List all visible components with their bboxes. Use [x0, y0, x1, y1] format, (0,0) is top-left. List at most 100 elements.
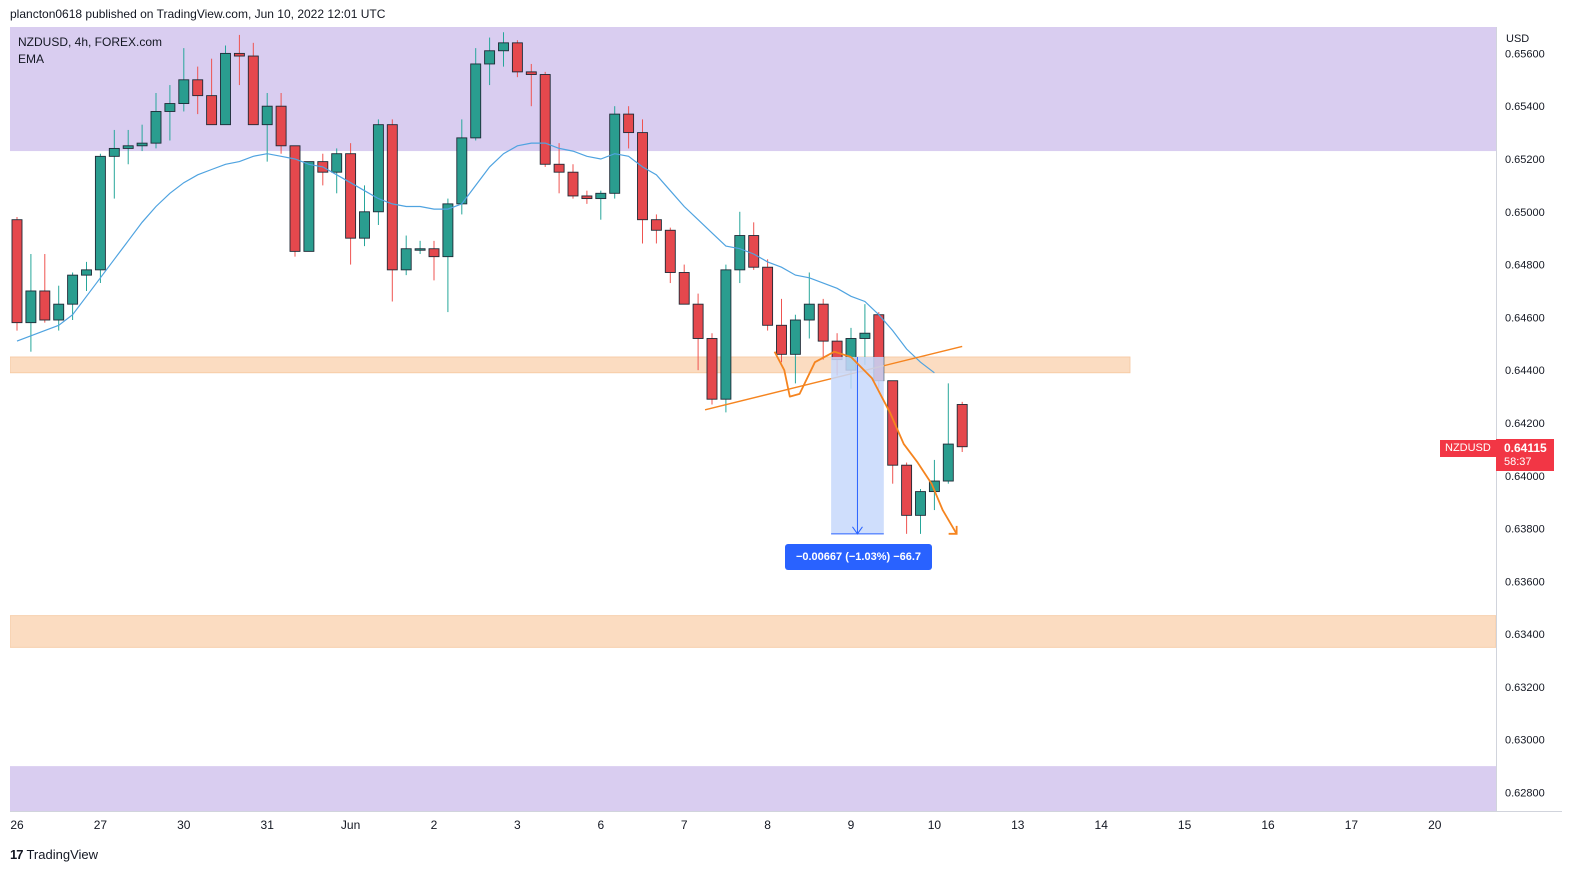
candle	[664, 227, 676, 284]
ema-line	[16, 142, 935, 374]
candle	[67, 272, 79, 321]
candle-body	[762, 266, 774, 326]
candle	[303, 161, 315, 252]
candle	[581, 190, 593, 204]
candle-body	[220, 52, 231, 126]
candle-body	[247, 55, 259, 126]
price-tick-label: 0.63000	[1505, 735, 1545, 747]
currency-label: USD	[1506, 33, 1530, 45]
candle	[261, 92, 273, 162]
time-tick-label: 27	[94, 818, 108, 832]
candle	[192, 66, 204, 115]
candle-body	[414, 248, 426, 251]
candle-body	[331, 153, 343, 173]
candle	[94, 153, 106, 284]
candle-body	[887, 380, 899, 466]
zone-support-2	[10, 615, 1496, 648]
time-tick-label: 15	[1178, 818, 1192, 832]
time-tick-label: 8	[764, 818, 771, 832]
last-price-tag: 0.64115 58:37	[1496, 439, 1554, 471]
candle-body	[206, 95, 218, 126]
candle	[11, 217, 23, 331]
candle-body	[122, 145, 134, 149]
candle	[650, 214, 662, 244]
price-scale[interactable]: 0.62800 0.63000 0.63200 0.63400 0.63600 0.638…	[1496, 27, 1563, 811]
candle-body	[150, 111, 162, 144]
candle-body	[233, 52, 245, 57]
time-tick-label: 17	[1345, 818, 1359, 832]
candle-body	[734, 235, 746, 271]
price-tick-label: 0.64200	[1505, 418, 1545, 430]
time-tick-label: 16	[1261, 818, 1275, 832]
candle-body	[803, 303, 815, 321]
candle-body	[637, 132, 648, 221]
tradingview-logo[interactable]: 17 TradingView	[10, 847, 98, 862]
candle	[206, 58, 218, 126]
candle	[762, 259, 774, 331]
candle-body	[678, 272, 690, 305]
price-tick-label: 0.63600	[1505, 576, 1545, 588]
candle-body	[650, 219, 662, 231]
time-tick-label: 9	[848, 818, 855, 832]
hand-drawn-curve	[773, 350, 852, 398]
candle-body	[567, 171, 579, 197]
time-tick-label: 7	[681, 818, 688, 832]
candle	[817, 298, 829, 360]
candle	[789, 314, 801, 384]
time-axis[interactable]: 26 27 30 31 Jun 2 3 6 7 8 9 10 13 14 15 16 17 20	[10, 811, 1562, 838]
candle-body	[664, 229, 676, 273]
candle-body	[720, 269, 732, 400]
candle	[678, 264, 690, 305]
candle	[692, 293, 704, 371]
candle-body	[525, 71, 537, 75]
candle-body	[372, 124, 384, 213]
price-tick-label: 0.64000	[1505, 471, 1545, 483]
time-tick-label: 14	[1095, 818, 1109, 832]
measure-label[interactable]: −0.00667 (−1.03%) −66.7	[785, 544, 932, 570]
candle	[901, 462, 913, 534]
time-tick-label: 2	[431, 818, 438, 832]
candle-body	[901, 464, 913, 516]
price-tick-label: 0.65400	[1505, 101, 1545, 113]
candle	[428, 240, 440, 281]
price-tick-label: 0.65000	[1505, 207, 1545, 219]
zone-level-1	[10, 356, 1131, 374]
symbol-legend[interactable]: NZDUSD, 4h, FOREX.com	[18, 35, 163, 49]
candle-body	[942, 443, 954, 482]
candle-body	[53, 303, 65, 321]
price-tick-label: 0.64600	[1505, 312, 1545, 324]
drawings-layer	[704, 345, 963, 535]
candle-body	[275, 105, 287, 147]
chart-pane[interactable]	[10, 27, 1496, 811]
candle-body	[11, 219, 23, 324]
candle	[595, 190, 607, 220]
time-tick-label: 6	[597, 818, 604, 832]
candle	[498, 32, 509, 67]
candle-body	[386, 124, 398, 271]
candle	[247, 42, 259, 126]
candle	[220, 45, 231, 126]
zone-resistance-0	[10, 27, 1496, 152]
candle	[275, 92, 287, 154]
candle	[345, 143, 357, 265]
candle-body	[581, 195, 593, 200]
candle-body	[108, 147, 120, 157]
symbol-price-tag: NZDUSD	[1440, 440, 1496, 457]
tradingview-mark-icon: 17	[10, 847, 24, 862]
candle-body	[915, 491, 926, 516]
candle	[637, 119, 648, 244]
candle-body	[553, 163, 565, 173]
price-tick-label: 0.62800	[1505, 788, 1545, 800]
price-tick-label: 0.64800	[1505, 260, 1545, 272]
candle	[470, 48, 482, 141]
candle-body	[25, 290, 37, 324]
candle	[81, 261, 92, 291]
price-tick-label: 0.63200	[1505, 682, 1545, 694]
candle-body	[261, 105, 273, 126]
candle-body	[428, 248, 440, 258]
candle	[859, 304, 871, 365]
candle-body	[67, 274, 79, 305]
candle-body	[164, 103, 176, 112]
candle	[39, 254, 51, 323]
indicator-legend[interactable]: EMA	[18, 52, 45, 66]
